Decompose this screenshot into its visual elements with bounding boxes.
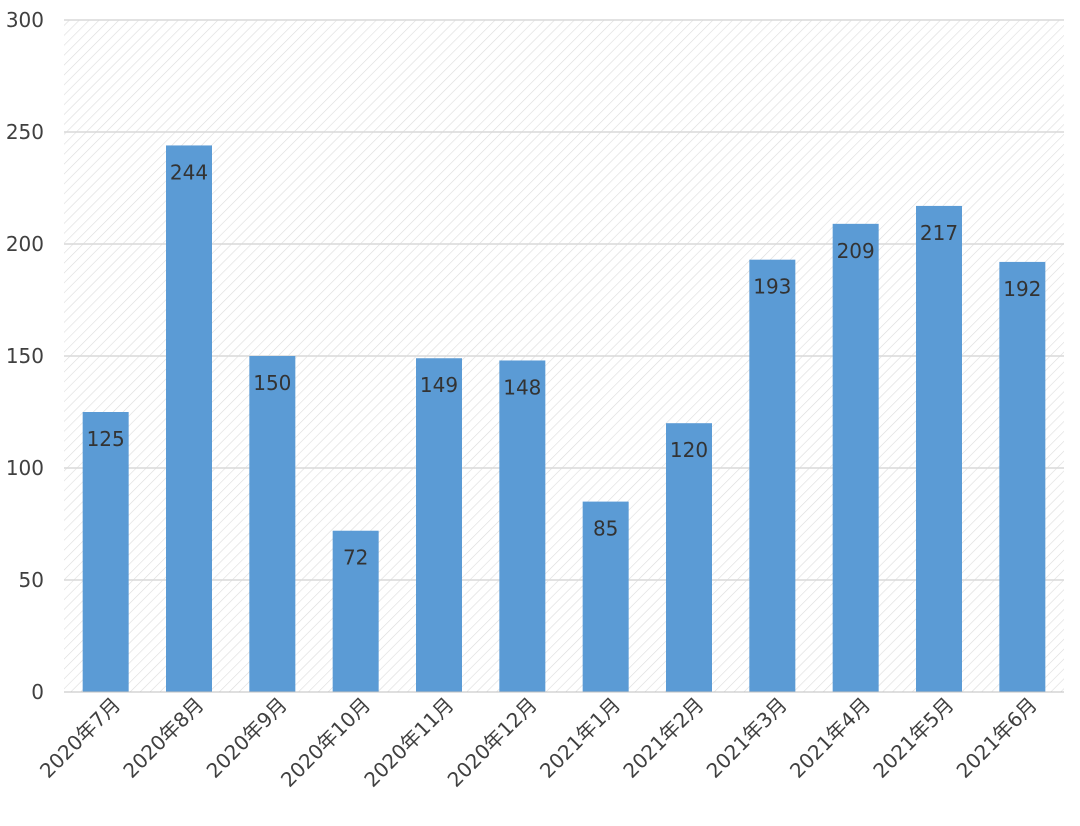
data-label-7: 85 (593, 517, 618, 541)
data-label-4: 72 (343, 546, 368, 570)
data-label-2: 244 (170, 160, 208, 184)
x-category-label-1: 2020年7月 (35, 693, 125, 783)
y-tick-label-250: 250 (6, 120, 44, 144)
bar-12 (999, 261, 1046, 692)
bars (82, 145, 1046, 693)
bar-9 (749, 259, 796, 692)
x-category-label-3: 2020年9月 (202, 693, 292, 783)
bar-2 (166, 145, 212, 692)
bar-3 (249, 356, 296, 692)
data-label-11: 217 (920, 221, 958, 245)
bar-5 (416, 358, 462, 692)
data-label-3: 150 (253, 371, 291, 395)
bar-1 (82, 412, 129, 692)
data-label-10: 209 (837, 239, 875, 263)
y-tick-label-50: 50 (19, 568, 44, 592)
y-tick-label-100: 100 (6, 456, 44, 480)
x-axis-category-labels: 2020年7月2020年8月2020年9月2020年10月2020年11月202… (35, 693, 1042, 792)
y-tick-label-0: 0 (31, 680, 44, 704)
gridlines (64, 19, 1064, 581)
x-category-label-9: 2021年3月 (702, 693, 792, 783)
data-label-12: 192 (1003, 277, 1041, 301)
y-tick-label-150: 150 (6, 344, 44, 368)
x-category-label-12: 2021年6月 (952, 693, 1042, 783)
data-label-8: 120 (670, 438, 708, 462)
x-category-label-7: 2021年1月 (535, 693, 625, 783)
bar-11 (916, 205, 962, 693)
x-category-label-2: 2020年8月 (118, 693, 208, 783)
y-tick-label-300: 300 (6, 8, 44, 32)
data-labels: 125 244 150 72 149 148 85 120 193 209 217 192 (87, 160, 1042, 569)
bar-4 (332, 530, 379, 692)
x-category-label-10: 2021年4月 (785, 693, 875, 783)
y-tick-label-200: 200 (6, 232, 44, 256)
bar-10 (832, 223, 879, 692)
bar-6 (499, 360, 546, 692)
x-category-label-6: 2020年12月 (443, 693, 542, 792)
x-category-label-8: 2021年2月 (618, 693, 708, 783)
data-label-9: 193 (753, 275, 791, 299)
data-label-1: 125 (87, 427, 125, 451)
bar-7 (582, 501, 629, 692)
data-label-5: 149 (420, 373, 458, 397)
data-label-6: 148 (503, 375, 541, 399)
y-axis-tick-labels: 0 50 100 150 200 250 300 (6, 8, 44, 704)
bar-8 (666, 423, 712, 692)
x-category-label-11: 2021年5月 (868, 693, 958, 783)
